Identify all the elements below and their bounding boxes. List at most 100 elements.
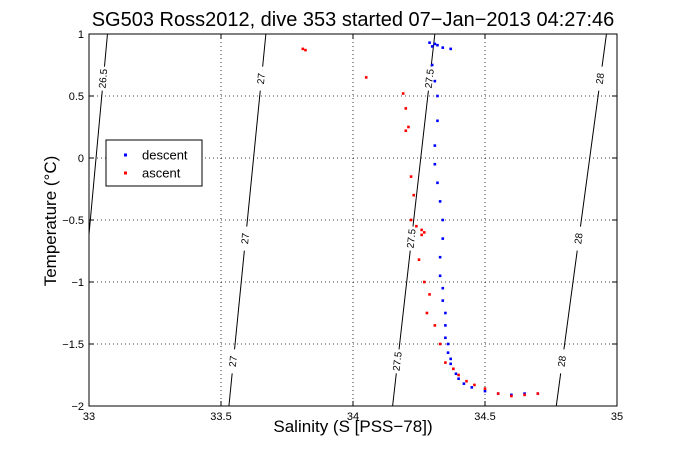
legend: descent ascent <box>105 139 203 187</box>
descent-point <box>444 324 447 327</box>
isopycnal-line <box>555 34 607 406</box>
descent-point <box>436 181 439 185</box>
descent-point <box>430 45 434 48</box>
ascent-point <box>428 293 431 296</box>
descent-point <box>454 372 458 376</box>
y-tick-label: −1 <box>71 277 84 289</box>
descent-point <box>446 342 450 346</box>
ascent-point <box>404 107 408 110</box>
descent-point <box>449 47 452 51</box>
y-tick-label: −1.5 <box>62 339 84 351</box>
isopycnal-label: 27.5 <box>392 351 405 372</box>
descent-point <box>436 43 439 47</box>
descent-point <box>470 386 474 389</box>
descent-point <box>444 311 447 315</box>
ascent-point <box>417 258 421 261</box>
legend-label-descent: descent <box>142 148 188 163</box>
descent-point <box>433 79 437 83</box>
ascent-point <box>523 393 526 397</box>
descent-point <box>441 46 445 49</box>
isopycnal-line <box>228 34 267 406</box>
descent-point <box>433 144 437 147</box>
isopycnal-label-bg <box>596 66 605 91</box>
ascent-point <box>412 193 416 197</box>
y-tick-label: 0.5 <box>69 91 84 103</box>
isopycnal-label: 27 <box>256 72 268 85</box>
ascent-point <box>364 76 368 79</box>
descent-point <box>441 286 445 290</box>
legend-marker-descent <box>124 153 127 157</box>
y-axis-label: Temperature (°C) <box>41 156 60 287</box>
descent-point <box>483 389 487 393</box>
ascent-point <box>420 233 423 237</box>
descent-point <box>438 255 442 259</box>
ascent-point <box>409 175 413 178</box>
ascent-point <box>415 224 418 228</box>
isopycnal-label-bg <box>393 349 402 374</box>
isopycnal-label-bg <box>574 226 583 251</box>
ascent-point <box>433 324 437 327</box>
descent-point <box>444 336 447 340</box>
isopycnal-label: 28 <box>557 355 569 368</box>
isopycnal-label: 27 <box>228 355 240 368</box>
ascent-point <box>536 392 540 395</box>
legend-label-ascent: ascent <box>142 166 181 181</box>
x-axis-label: Salinity (S [PSS−78]) <box>273 417 432 436</box>
ascent-point <box>401 92 405 95</box>
descent-point <box>430 63 434 67</box>
isopycnal-label: 27 <box>240 232 252 245</box>
descent-point <box>441 237 445 240</box>
ascent-point <box>444 361 447 364</box>
x-tick-label: 34.5 <box>474 411 495 423</box>
ascent-point <box>510 394 513 398</box>
descent-point <box>449 362 452 366</box>
ascent-point <box>422 280 426 284</box>
ascent-point <box>420 228 423 232</box>
isopycnal-label: 27.5 <box>424 68 437 89</box>
descent-point <box>433 162 437 166</box>
ascent-point <box>438 342 442 346</box>
isopycnal-label-bg <box>425 66 434 91</box>
chart-title: SG503 Ross2012, dive 353 started 07−Jan−… <box>92 9 615 31</box>
y-tick-label: 1 <box>78 29 84 41</box>
x-tick-label: 34 <box>347 411 359 423</box>
isopycnal-label: 28 <box>595 72 607 85</box>
y-tick-label: −2 <box>71 401 84 413</box>
isopycnal-label-bg <box>241 226 250 251</box>
ascent-point <box>409 218 413 222</box>
isopycnal-label: 26.5 <box>97 68 110 89</box>
descent-point <box>462 382 466 385</box>
isopycnal-label: 27.5 <box>406 228 419 249</box>
ascent-point <box>404 129 408 133</box>
ascent-point <box>483 387 487 390</box>
x-tick-label: 33.5 <box>210 411 231 423</box>
isopycnal-line <box>392 34 436 406</box>
ascent-point <box>452 367 455 371</box>
axis-ticks: 33 33.5 34 34.5 35 −2 −1.5 −1 −0.5 0 0.5 1 <box>62 29 623 423</box>
y-tick-label: 0 <box>78 153 84 165</box>
descent-point <box>449 357 452 361</box>
descent-point <box>457 377 460 381</box>
descent-point <box>436 119 439 123</box>
isopycnal-label: 28 <box>573 232 585 245</box>
grid <box>89 34 617 406</box>
y-tick-label: −0.5 <box>62 215 84 227</box>
descent-point <box>428 41 431 44</box>
ascent-point <box>301 47 305 51</box>
isopycnal-label-bg <box>558 349 567 374</box>
ascent-point <box>457 373 460 377</box>
descent-point <box>433 42 437 46</box>
descent-point <box>436 94 439 98</box>
descent-point <box>438 274 442 278</box>
descent-point <box>441 218 445 222</box>
ascent-point <box>304 48 307 52</box>
descent-point <box>446 351 450 354</box>
x-tick-label: 35 <box>611 411 623 423</box>
ascent-point <box>473 383 476 387</box>
isopycnal-label-bg <box>229 349 238 374</box>
isopycnal-label-bg <box>99 66 108 91</box>
ascent-point <box>425 311 429 315</box>
isopycnal-label-bg <box>257 66 266 91</box>
legend-box <box>105 139 203 187</box>
